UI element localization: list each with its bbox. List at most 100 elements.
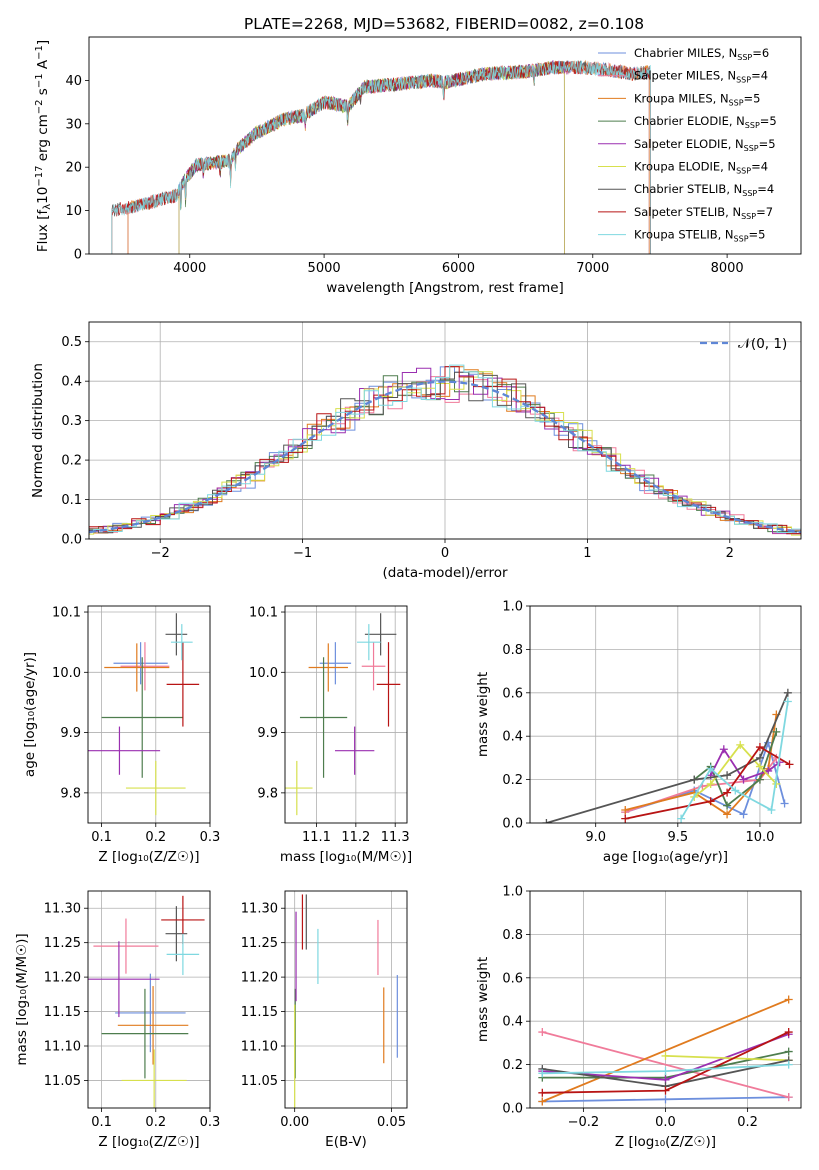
weight-marker (542, 819, 551, 823)
errorbar-kroupa-miles (308, 643, 348, 692)
weight-marker (784, 1047, 793, 1056)
age-vs-mass-frame (284, 605, 408, 824)
weight-vs-age-xtick-label: 9.5 (667, 830, 688, 845)
histogram-kroupa-elodie (89, 371, 801, 536)
normal-curve (89, 380, 801, 534)
age-vs-z-axes: 0.1 0.2 0.3 9.8 9.9 10.0 10.1 Z [log₁₀(Z/Z☉)] ag… (22, 606, 220, 865)
mass-vs-ebv-x-label: E(B-V) (325, 1134, 367, 1150)
legend-entry: Chabrier MILES, NSSP=6 (634, 46, 769, 62)
mass-vs-ebv-axes: 0.00 0.05 11.05 11.10 11.15 11.20 11.25 11.30 E(… (241, 891, 407, 1150)
histogram-y-label: Normed distribution (30, 363, 46, 498)
mass-vs-ebv-ytick-label: 11.15 (241, 1005, 278, 1020)
weight-vs-age-axes: 9.0 9.5 10.0 0.0 0.2 0.4 0.6 0.8 1.0 age [log₁₀(a… (475, 600, 801, 865)
weight-vs-age-ytick-label: 0.4 (502, 730, 523, 745)
histogram-steps (89, 364, 801, 536)
spectrum-xtick-label: 4000 (173, 261, 206, 276)
mass-vs-z-axes: 0.1 0.2 0.3 11.05 11.10 11.15 11.20 11.25 11.30 Z… (14, 891, 220, 1150)
histogram-x-label: (data-model)/error (382, 565, 508, 581)
weight-marker (723, 801, 732, 810)
weight-marker (706, 764, 715, 773)
normal-legend-label: 𝒩(0, 1) (738, 336, 787, 352)
weight-line-kroupa-stelib (680, 701, 789, 820)
age-vs-z-ytick-label: 9.9 (60, 726, 81, 741)
mass-vs-z-ytick-label: 11.20 (44, 971, 81, 986)
mass-vs-z-frame (87, 890, 211, 1109)
legend-entry: Kroupa STELIB, NSSP=5 (634, 228, 765, 244)
weight-marker (719, 745, 728, 754)
weight-marker (780, 799, 789, 808)
weight-marker (538, 1069, 547, 1078)
weight-marker (764, 766, 773, 775)
weight-marker (677, 814, 686, 823)
weight-marker (736, 740, 745, 749)
weight-marker (784, 1060, 793, 1069)
spectrum-title: PLATE=2268, MJD=53682, FIBERID=0082, z=0… (244, 15, 644, 33)
weight-vs-z-xtick-label: 0.0 (655, 1115, 676, 1130)
spectrum-ytick-label: 40 (65, 74, 82, 89)
age-vs-z-x-label: Z [log₁₀(Z/Z☉)] (98, 849, 199, 865)
mass-vs-ebv-ytick-label: 11.30 (241, 902, 278, 917)
mass-vs-ebv-ytick-label: 11.20 (241, 971, 278, 986)
spectrum-ytick-label: 0 (74, 248, 82, 263)
spectrum-frame (88, 36, 802, 255)
mass-vs-ebv-ytick-label: 11.10 (241, 1040, 278, 1055)
weight-marker (690, 775, 699, 784)
age-vs-mass-xtick-label: 11.1 (302, 830, 331, 845)
histogram-xtick-label: 1 (583, 546, 591, 561)
age-vs-mass-ytick-label: 9.8 (257, 786, 278, 801)
spectrum-ytick-label: 20 (65, 161, 82, 176)
weight-line-kroupa-miles (625, 714, 778, 816)
age-vs-z-ytick-label: 10.1 (52, 606, 81, 621)
histogram-kroupa-stelib (89, 364, 801, 533)
legend-entry: Kroupa ELODIE, NSSP=4 (634, 160, 768, 176)
errorbar-kroupa-miles (104, 643, 170, 692)
errorbar-salpeter-miles (361, 642, 386, 691)
errorbar-chabrier-stelib (364, 613, 397, 656)
weight-line-salpeter-miles (542, 1031, 789, 1099)
mass-vs-ebv-xtick-label: 0.05 (377, 1115, 406, 1130)
spectrum-xtick-label: 7000 (576, 261, 609, 276)
spectrum-x-label: wavelength [Angstrom, rest frame] (326, 280, 564, 296)
errorbar-chabrier-miles (113, 642, 168, 685)
mass-vs-z-xtick-label: 0.3 (200, 1115, 221, 1130)
errorbar-salpeter-stelib (376, 642, 401, 727)
histogram-xtick-label: 0 (441, 546, 449, 561)
errorbar-kroupa-stelib (170, 624, 193, 661)
spectrum-axes: 4000 5000 6000 7000 8000 0 10 20 30 40 wavelength … (65, 74, 743, 296)
weight-marker (661, 1086, 670, 1095)
weight-marker (739, 775, 748, 784)
weight-vs-z-ytick-label: 0.0 (502, 1102, 523, 1117)
errorbar-chabrier-miles (115, 973, 186, 1053)
errorbar-chabrier-stelib (165, 906, 188, 962)
weight-marker (783, 697, 792, 706)
weight-vs-age-ytick-label: 0.0 (502, 817, 523, 832)
mass-vs-z-y-label: mass [log₁₀(M/M☉)] (14, 933, 30, 1065)
errorbar-chabrier-elodie (299, 657, 348, 778)
mass-vs-z-ytick-label: 11.15 (44, 1005, 81, 1020)
legend-entry: Kroupa MILES, NSSP=5 (634, 91, 760, 107)
histogram-frame (88, 321, 802, 540)
age-vs-mass-x-label: mass [log₁₀(M/M☉)] (280, 849, 412, 865)
weight-marker (538, 1097, 547, 1106)
errorbar-kroupa-stelib (357, 624, 381, 661)
weight-vs-age-ytick-label: 0.8 (502, 643, 523, 658)
weight-vs-z-xtick-label: 0.2 (737, 1115, 758, 1130)
age-vs-mass-xtick-label: 11.2 (341, 830, 370, 845)
spectrum-ytick-label: 10 (65, 204, 82, 219)
weight-marker (755, 775, 764, 784)
mass-vs-z-xtick-label: 0.2 (145, 1115, 166, 1130)
weight-vs-age-ytick-label: 1.0 (502, 600, 523, 615)
histogram-ytick-label: 0.4 (61, 375, 82, 390)
histogram-xtick-label: −2 (151, 546, 170, 561)
weight-marker (767, 805, 776, 814)
errorbar-salpeter-stelib (166, 642, 200, 727)
mass-vs-ebv-frame (284, 890, 408, 1109)
errorbar-salpeter-elodie (88, 941, 160, 1018)
legend-entry: Salpeter ELODIE, NSSP=5 (634, 137, 776, 153)
mass-vs-ebv-errorbars (294, 894, 398, 1108)
mass-vs-ebv-xtick-label: 0.00 (280, 1115, 309, 1130)
weight-marker (783, 688, 792, 697)
weight-vs-age-ytick-label: 0.6 (502, 686, 523, 701)
weight-vs-z-lines (538, 995, 793, 1106)
